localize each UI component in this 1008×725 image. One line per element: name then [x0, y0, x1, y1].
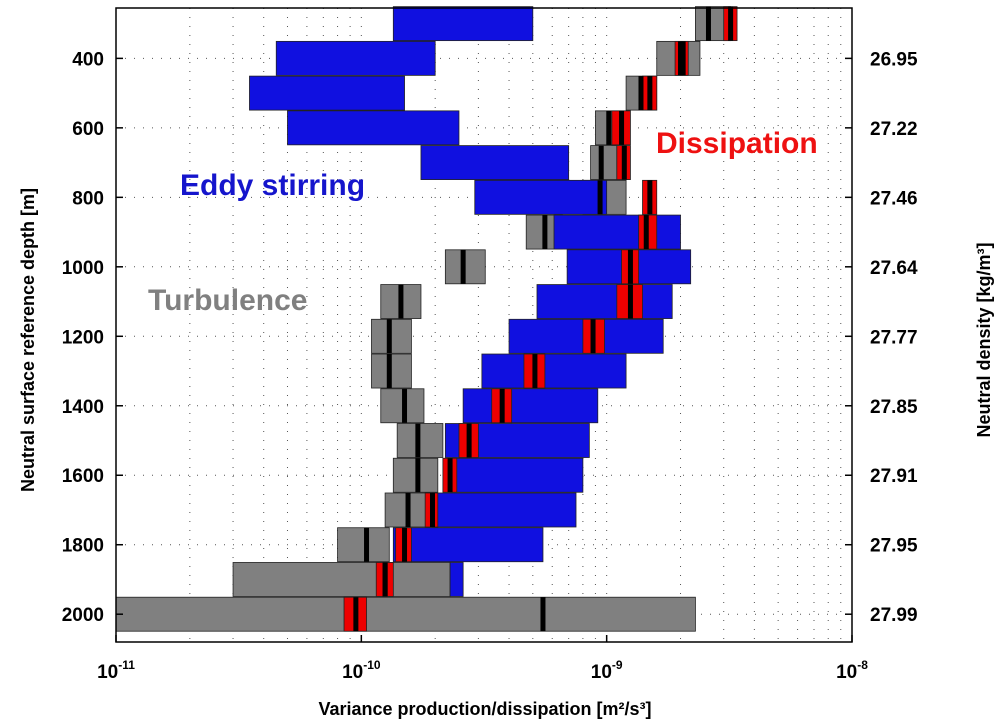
x-tick-base: 10	[836, 662, 857, 683]
x-tick-base: 10	[591, 662, 612, 683]
turbulence-median-marker	[364, 527, 370, 562]
turbulence-median-marker	[398, 284, 404, 319]
x-tick-label: 10-9	[591, 658, 623, 683]
annotation-turbulence: Turbulence	[148, 284, 307, 317]
dissipation-median-marker	[499, 388, 505, 423]
y2-tick-label: 26.95	[870, 49, 918, 70]
x-tick-label: 10-10	[342, 658, 381, 683]
dissipation-median-marker	[353, 597, 359, 632]
turbulence-median-marker	[386, 354, 392, 389]
y2-tick-label: 27.22	[870, 119, 918, 140]
eddy-stirring-bar	[553, 214, 681, 250]
x-tick-labels: 10-11 10-10 10-9 10-8	[97, 635, 868, 683]
turbulence-median-marker	[415, 458, 421, 493]
turbulence-median-marker	[542, 215, 548, 250]
turbulence-median-marker	[705, 6, 711, 41]
dissipation-median-marker	[619, 110, 625, 145]
eddy-stirring-bar	[420, 145, 570, 180]
turbulence-median-marker	[678, 41, 684, 76]
x-tick-exponent: -11	[118, 658, 135, 672]
y2-tick-label: 27.99	[870, 605, 918, 626]
y-tick-labels: 400 600 800 1000 1200 1400 1600 1800 2000	[62, 49, 123, 626]
annotation-eddy-stirring: Eddy stirring	[180, 169, 365, 202]
turbulence-median-marker	[402, 388, 408, 423]
y2-tick-label: 27.64	[870, 258, 918, 279]
y-tick-label: 1800	[62, 536, 104, 557]
dissipation-median-marker	[532, 354, 538, 389]
y2-tick-labels: 26.95 27.22 27.46 27.64 27.77 27.85 27.91 27.95…	[845, 49, 918, 626]
dissipation-median-marker	[429, 492, 435, 527]
median-markers	[353, 6, 734, 632]
dissipation-median-marker	[627, 249, 633, 284]
dissipation-median-marker	[627, 284, 633, 319]
turbulence-median-marker	[606, 110, 612, 145]
turbulence-median-marker	[460, 249, 466, 284]
eddy-stirring-bars	[249, 6, 692, 597]
y2-tick-label: 27.85	[870, 397, 918, 418]
y2-tick-label: 27.91	[870, 466, 918, 487]
turbulence-median-marker	[597, 180, 603, 215]
eddy-stirring-bar	[287, 110, 460, 146]
y2-tick-label: 27.77	[870, 327, 918, 348]
y-tick-label: 2000	[62, 605, 104, 626]
eddy-stirring-bar	[451, 457, 584, 493]
y-tick-label: 1400	[62, 397, 104, 418]
dissipation-median-marker	[647, 180, 653, 215]
turbulence-median-marker	[540, 597, 546, 632]
eddy-stirring-bar	[474, 179, 608, 215]
eddy-stirring-bar	[481, 353, 627, 389]
eddy-stirring-bar	[449, 562, 464, 597]
x-tick-base: 10	[97, 662, 118, 683]
y-tick-label: 1000	[62, 258, 104, 279]
dissipation-median-marker	[728, 6, 734, 41]
dissipation-median-marker	[590, 319, 596, 354]
y-axis-label-left: Neutral surface reference depth [m]	[18, 188, 38, 492]
eddy-stirring-bar	[536, 284, 673, 319]
y-tick-label: 1600	[62, 466, 104, 487]
y-axis-label-right: Neutral density [kg/m³]	[974, 242, 994, 437]
turbulence-median-marker	[415, 423, 421, 458]
turbulence-median-marker	[386, 319, 392, 354]
turbulence-bar	[337, 527, 390, 563]
turbulence-median-marker	[405, 492, 411, 527]
y-tick-label: 800	[72, 188, 104, 209]
x-tick-exponent: -9	[612, 658, 623, 672]
turbulence-median-marker	[598, 145, 604, 180]
dissipation-median-marker	[647, 76, 653, 111]
turbulence-median-marker	[638, 76, 644, 111]
x-axis-label: Variance production/dissipation [m²/s³]	[318, 699, 651, 719]
eddy-stirring-bar	[275, 40, 436, 76]
dissipation-median-marker	[402, 527, 408, 562]
y2-tick-label: 27.95	[870, 536, 918, 557]
eddy-stirring-bar	[462, 388, 599, 424]
eddy-stirring-bar	[432, 492, 577, 528]
annotation-dissipation: Dissipation	[656, 127, 818, 160]
y-tick-label: 1200	[62, 327, 104, 348]
y-tick-label: 600	[72, 119, 104, 140]
dissipation-median-marker	[466, 423, 472, 458]
y2-tick-label: 27.46	[870, 188, 918, 209]
dissipation-median-marker	[643, 215, 649, 250]
eddy-stirring-bar	[392, 6, 534, 42]
turbulence-bar	[115, 596, 696, 632]
x-tick-label: 10-11	[97, 658, 135, 683]
turbulence-bar	[232, 562, 451, 597]
turbulence-bar	[590, 145, 618, 180]
x-tick-base: 10	[342, 662, 363, 683]
eddy-stirring-bar	[249, 75, 405, 111]
y-tick-label: 400	[72, 49, 104, 70]
dissipation-median-marker	[447, 458, 453, 493]
x-tick-label: 10-8	[836, 658, 868, 683]
plot-frame	[115, 7, 853, 643]
x-tick-exponent: -10	[363, 658, 381, 672]
x-tick-exponent: -8	[857, 658, 868, 672]
dissipation-median-marker	[382, 562, 388, 597]
dissipation-median-marker	[621, 145, 627, 180]
eddy-stirring-bar	[392, 527, 544, 563]
dissipation-median-marker	[680, 41, 686, 76]
